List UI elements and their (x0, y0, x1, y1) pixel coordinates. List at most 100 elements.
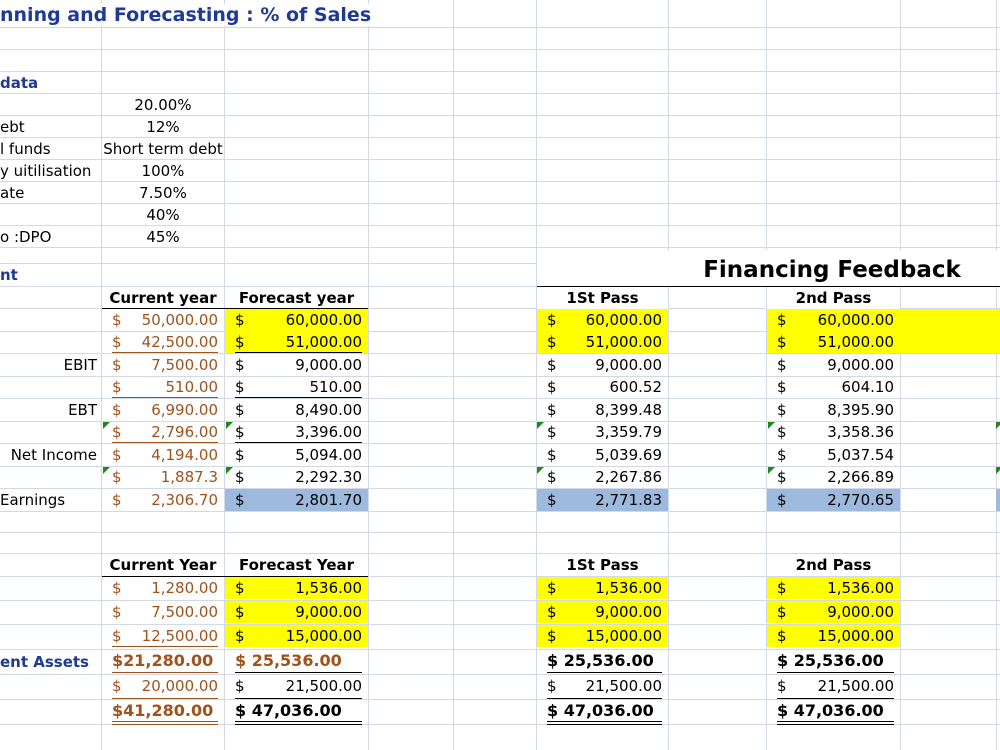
pass2-balance-cell[interactable]: $21,500.00 (777, 677, 894, 695)
error-indicator-icon[interactable] (226, 467, 233, 474)
income-current-cell[interactable]: $4,194.00 (112, 446, 218, 464)
cell-underline (777, 698, 894, 699)
pass2-income-cell[interactable]: $5,037.54 (777, 446, 894, 464)
balance-current-cell[interactable]: $12,500.00 (112, 627, 218, 645)
income-forecast-cell[interactable]: $510.00 (235, 378, 362, 396)
income-current-cell[interactable]: $2,306.70 (112, 491, 218, 509)
income-current-cell[interactable]: $2,796.00 (112, 423, 218, 441)
pass1-income-cell[interactable]: $5,039.69 (547, 446, 662, 464)
balance-forecast-cell[interactable]: $1,536.00 (225, 577, 368, 599)
balance-forecast-cell[interactable]: $21,500.00 (235, 677, 362, 695)
pass1-income-cell[interactable]: $60,000.00 (537, 309, 668, 331)
income-current-cell[interactable]: $1,887.3 (112, 468, 218, 486)
pass2-income-cell[interactable]: $51,000.00 (767, 331, 1000, 353)
pass1-income-cell[interactable]: $2,267.86 (547, 468, 662, 486)
pass2-income-cell[interactable]: $3,358.36 (777, 423, 894, 441)
income-current-cell[interactable]: $50,000.00 (112, 311, 218, 329)
error-indicator-icon[interactable] (768, 467, 775, 474)
input-value[interactable]: 45% (146, 228, 180, 246)
pass1-income-cell[interactable]: $600.52 (547, 378, 662, 396)
pass2-balance-cell[interactable]: $9,000.00 (767, 601, 900, 623)
input-value[interactable]: 20.00% (134, 96, 192, 114)
header-rule (102, 308, 368, 309)
balance-forecast-cell[interactable]: $15,000.00 (225, 625, 368, 647)
balance-current-cell[interactable]: $1,280.00 (112, 579, 218, 597)
income-label-ebt: EBT (68, 401, 97, 419)
income-forecast-cell[interactable]: $2,292.30 (235, 468, 362, 486)
header-rule (102, 576, 368, 577)
pass1-balance-cell[interactable]: $9,000.00 (537, 601, 668, 623)
income-forecast-cell[interactable]: $5,094.00 (235, 446, 362, 464)
error-indicator-icon[interactable] (996, 422, 1000, 429)
pass2-income-cell[interactable]: $2,770.65 (767, 489, 900, 511)
balance-forecast-total[interactable]: $ 25,536.00 (235, 651, 342, 670)
pass1-income-cell[interactable]: $9,000.00 (547, 356, 662, 374)
sheet-title: nning and Forecasting : % of Sales (0, 4, 420, 26)
balance-current-cell[interactable]: $20,000.00 (112, 677, 218, 695)
pass1-income-cell[interactable]: $3,359.79 (547, 423, 662, 441)
input-section-header: data (0, 74, 39, 92)
pass1-balance-total[interactable]: $ 47,036.00 (547, 701, 654, 720)
col-header-pass1-balance: 1St Pass (566, 556, 639, 574)
input-value[interactable]: Short term debt (103, 140, 223, 158)
pass1-balance-cell[interactable]: $21,500.00 (547, 677, 662, 695)
pass1-income-cell[interactable]: $51,000.00 (537, 331, 668, 353)
input-value[interactable]: 100% (141, 162, 185, 180)
feedback-title: Financing Feedback (703, 257, 961, 283)
error-indicator-icon[interactable] (226, 422, 233, 429)
pass1-income-cell[interactable]: $2,771.83 (537, 489, 668, 511)
error-indicator-icon[interactable] (537, 467, 544, 474)
error-indicator-icon[interactable] (768, 422, 775, 429)
pass2-income-cell[interactable]: $604.10 (777, 378, 894, 396)
pass2-income-cell[interactable]: $2,266.89 (777, 468, 894, 486)
input-value[interactable]: 40% (146, 206, 180, 224)
income-forecast-cell[interactable]: $8,490.00 (235, 401, 362, 419)
col-header-pass1: 1St Pass (537, 287, 668, 309)
income-forecast-cell[interactable]: $51,000.00 (225, 331, 368, 353)
income-current-cell[interactable]: $42,500.00 (112, 333, 218, 351)
grid-col-line (900, 0, 901, 750)
pass1-balance-total[interactable]: $ 25,536.00 (547, 651, 654, 670)
cell-underline (112, 442, 218, 443)
grid-col-line (536, 0, 537, 750)
balance-forecast-cell[interactable]: $9,000.00 (225, 601, 368, 623)
pass1-balance-cell[interactable]: $15,000.00 (537, 625, 668, 647)
pass2-income-cell[interactable]: $8,395.90 (777, 401, 894, 419)
cell-underline (112, 721, 218, 722)
cell-underline (235, 698, 362, 699)
grid-col-line (766, 0, 767, 750)
balance-current-cell[interactable]: $7,500.00 (112, 603, 218, 621)
input-value[interactable]: 12% (146, 118, 180, 136)
error-indicator-icon[interactable] (103, 467, 110, 474)
pass2-balance-cell[interactable]: $15,000.00 (767, 625, 900, 647)
grid-col-line (668, 0, 669, 750)
error-indicator-icon[interactable] (996, 467, 1000, 474)
income-forecast-cell[interactable]: $2,801.70 (225, 489, 368, 511)
pass2-balance-total[interactable]: $ 25,536.00 (777, 651, 884, 670)
income-label-ebit: EBIT (63, 356, 97, 374)
income-forecast-cell[interactable]: $3,396.00 (235, 423, 362, 441)
col-header-current: Current year (102, 287, 224, 309)
pass2-balance-total[interactable]: $ 47,036.00 (777, 701, 884, 720)
cell-underline (112, 672, 218, 673)
pass1-income-cell[interactable]: $8,399.48 (547, 401, 662, 419)
pass1-balance-cell[interactable]: $1,536.00 (537, 577, 668, 599)
cell-underline (112, 646, 218, 647)
pass2-income-cell[interactable]: $60,000.00 (767, 309, 1000, 331)
balance-current-total[interactable]: $21,280.00 (112, 651, 214, 670)
error-indicator-icon[interactable] (103, 422, 110, 429)
income-current-cell[interactable]: $6,990.00 (112, 401, 218, 419)
income-current-cell[interactable]: $7,500.00 (112, 356, 218, 374)
col-header-pass2: 2nd Pass (767, 287, 900, 309)
input-value[interactable]: 7.50% (139, 184, 187, 202)
income-forecast-cell[interactable]: $60,000.00 (225, 309, 368, 331)
income-forecast-cell[interactable]: $9,000.00 (235, 356, 362, 374)
pass2-income-cell[interactable]: $9,000.00 (777, 356, 894, 374)
balance-current-total[interactable]: $41,280.00 (112, 701, 214, 720)
pass2-balance-cell[interactable]: $1,536.00 (767, 577, 900, 599)
balance-forecast-total[interactable]: $ 47,036.00 (235, 701, 342, 720)
income-current-cell[interactable]: $510.00 (112, 378, 218, 396)
cell-underline (112, 724, 218, 725)
error-indicator-icon[interactable] (537, 422, 544, 429)
